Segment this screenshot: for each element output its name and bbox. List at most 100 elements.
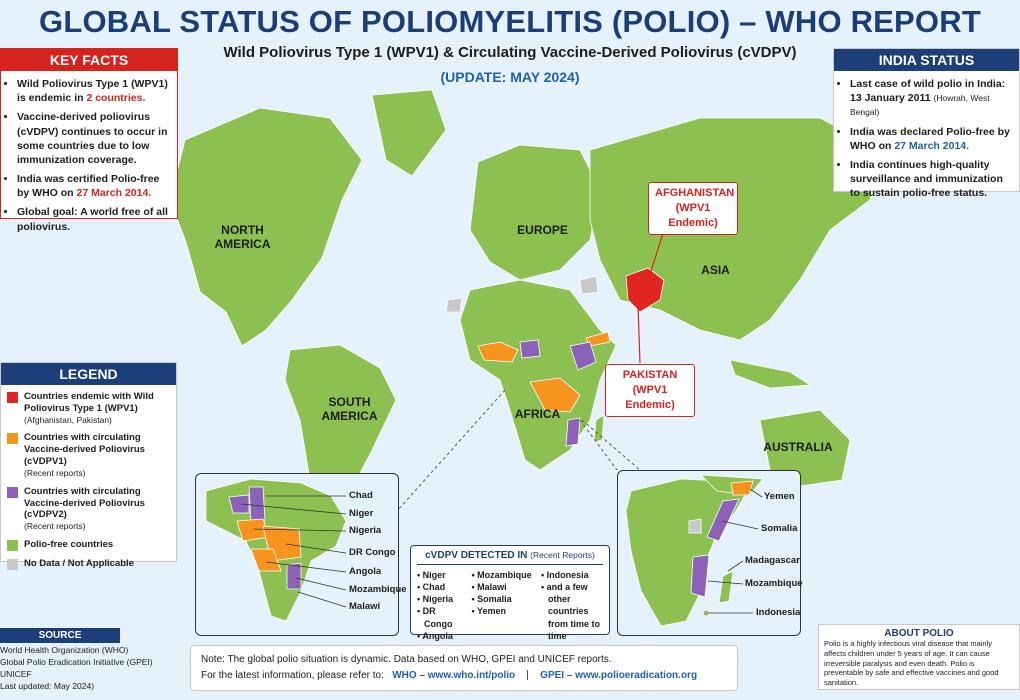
legend-item: Countries with circulating Vaccine-deriv… xyxy=(7,432,176,478)
list-item: Last case of wild polio in India: 13 Janu… xyxy=(850,77,1013,120)
callout-country: AFGHANISTAN xyxy=(655,187,735,199)
cvdpv-column: • Mozambique • Malawi • Somalia • Yemen xyxy=(471,569,533,642)
text: Vaccine-derived poliovirus (cVDPV) conti… xyxy=(17,111,168,166)
chad xyxy=(248,486,266,522)
highlight: 2 countries. xyxy=(86,92,146,105)
cvdpv-country: • Chad xyxy=(417,582,446,593)
legend-list: Countries endemic with Wild Poliovirus T… xyxy=(1,391,176,570)
region-label: AUSTRALIA xyxy=(763,440,833,454)
separator xyxy=(527,670,529,681)
north-america xyxy=(169,107,363,347)
east-africa-cvdpv2 xyxy=(569,341,597,371)
text: Wild Poliovirus Type 1 (WPV1) is endemic… xyxy=(17,78,168,105)
list-item: Vaccine-derived poliovirus (cVDPV) conti… xyxy=(17,110,171,167)
indonesia xyxy=(729,359,812,389)
no-data xyxy=(688,518,702,534)
callout-status: (WPV1 Endemic) xyxy=(625,383,675,411)
inset-label: Malawi xyxy=(349,601,381,612)
inset-label: Mozambique xyxy=(745,578,803,589)
inset-label: Yemen xyxy=(764,491,795,502)
text: Last case of wild polio in India: xyxy=(850,78,1006,90)
inset-label: DR Congo xyxy=(349,547,396,558)
legend-text: Countries with circulating Vaccine-deriv… xyxy=(24,486,176,532)
chad-cvdpv2 xyxy=(519,339,541,359)
list-item: India was certified Polio-free by WHO on… xyxy=(17,172,171,200)
about-text: Polio is a highly infectious viral disea… xyxy=(824,639,999,687)
date: 13 January 2011 xyxy=(850,92,931,105)
madagascar xyxy=(593,414,605,443)
india-status-panel: INDIA STATUS Last case of wild polio in … xyxy=(833,48,1020,199)
legend-note: (Recent reports) xyxy=(24,521,86,532)
region-label: SOUTH AMERICA xyxy=(321,395,378,423)
legend-label: Countries with circulating Vaccine-deriv… xyxy=(24,432,145,468)
inset-label: Chad xyxy=(349,490,373,501)
list-item: India continues high-quality surveillanc… xyxy=(850,158,1013,201)
callout-line xyxy=(637,304,641,364)
greenland xyxy=(371,89,447,177)
no-data xyxy=(445,297,463,313)
list-item: Wild Poliovirus Type 1 (WPV1) is endemic… xyxy=(17,77,171,105)
inset-map xyxy=(625,474,764,627)
source-line: Global Polio Eradication Initiative (GPE… xyxy=(0,656,153,667)
key-facts-list: Wild Poliovirus Type 1 (WPV1) is endemic… xyxy=(1,71,177,234)
text: Global goal: A world free of all poliovi… xyxy=(17,206,168,233)
callout-afghanistan: AFGHANISTAN (WPV1 Endemic) xyxy=(648,182,738,235)
cvdpv-column: • Niger • Chad • Nigeria • DR Congo • Angola xyxy=(417,569,463,642)
cvdpv-box: cVDPV DETECTED IN (Recent Reports) • Nig… xyxy=(410,545,610,641)
cvdpv-columns: • Niger • Chad • Nigeria • DR Congo • Angola… xyxy=(411,565,609,646)
inset-map xyxy=(205,478,347,622)
callout-pakistan: PAKISTAN (WPV1 Endemic) xyxy=(605,364,695,417)
inset-label: Indonesia xyxy=(756,607,801,618)
title: GLOBAL STATUS OF POLIOMYELITIS (POLIO) –… xyxy=(39,4,981,39)
source-line: Last updated: May 2024) xyxy=(0,680,95,691)
panel-title: KEY FACTS xyxy=(1,49,177,71)
inset-label: Niger xyxy=(349,508,374,519)
cvdpv-country: • and a few other countries from time to… xyxy=(541,582,601,641)
legend-text: Countries with circulating Vaccine-deriv… xyxy=(24,432,176,478)
legend-text: No Data / Not Applicable xyxy=(24,558,134,570)
inset-label: Madagascar xyxy=(745,555,800,566)
no-data xyxy=(579,275,599,295)
legend-swatch xyxy=(7,392,18,403)
legend-swatch xyxy=(7,486,18,498)
legend-item: Countries endemic with Wild Poliovirus T… xyxy=(7,391,176,425)
africa-inset: Chad Niger Nigeria DR Congo Angola Mozam… xyxy=(195,473,407,636)
cvdpv-country: • Angola xyxy=(417,630,453,641)
cvdpv-title: cVDPV DETECTED IN (Recent Reports) xyxy=(417,546,603,565)
leader-lines xyxy=(240,495,347,608)
cvdpv-country: • Malawi xyxy=(471,582,507,593)
cvdpv-country: • Indonesia xyxy=(541,570,589,580)
about-panel: ABOUT POLIO Polio is a highly infectious… xyxy=(818,624,1020,690)
legend-label: Countries with circulating Vaccine-deriv… xyxy=(24,485,145,521)
africa xyxy=(459,279,617,471)
link[interactable]: GPEI – www.polioeradication.org xyxy=(540,670,698,681)
region-label: ASIA xyxy=(701,263,730,277)
inset-label: Mozambique xyxy=(349,584,407,595)
legend-text: Countries endemic with Wild Poliovirus T… xyxy=(24,391,176,425)
link[interactable]: WHO – www.who.int/polio xyxy=(392,670,516,681)
list-item: India was declared Polio-free by WHO on … xyxy=(850,125,1013,153)
legend-text: Polio-free countries xyxy=(24,539,113,551)
niger xyxy=(228,494,250,514)
europe xyxy=(469,144,601,281)
source-line: UNICEF xyxy=(0,668,32,679)
legend-item: Countries with circulating Vaccine-deriv… xyxy=(7,486,176,532)
about-title: ABOUT POLIO xyxy=(884,628,954,639)
source-title: SOURCE xyxy=(0,628,120,643)
mozambique xyxy=(286,562,302,590)
somalia xyxy=(706,498,740,542)
highlight: 27 March 2014. xyxy=(76,187,152,200)
legend-label: No Data / Not Applicable xyxy=(24,557,134,569)
callout-status: (WPV1 Endemic) xyxy=(668,201,718,229)
east-africa-inset: Yemen Somalia Madagascar Mozambique Indo… xyxy=(617,470,803,636)
update-date: (UPDATE: MAY 2024) xyxy=(440,69,580,85)
west-africa-cvdpv1 xyxy=(477,341,519,363)
cvdpv-country: • Niger xyxy=(417,570,446,580)
yemen xyxy=(730,480,754,496)
legend-panel: LEGEND Countries endemic with Wild Polio… xyxy=(0,362,177,570)
cvdpv-country: • Nigeria xyxy=(417,594,454,605)
legend-label: Countries endemic with Wild Poliovirus T… xyxy=(24,391,154,414)
cvdpv-country: • DR Congo xyxy=(417,606,453,629)
legend-item: Polio-free countries xyxy=(7,539,176,551)
